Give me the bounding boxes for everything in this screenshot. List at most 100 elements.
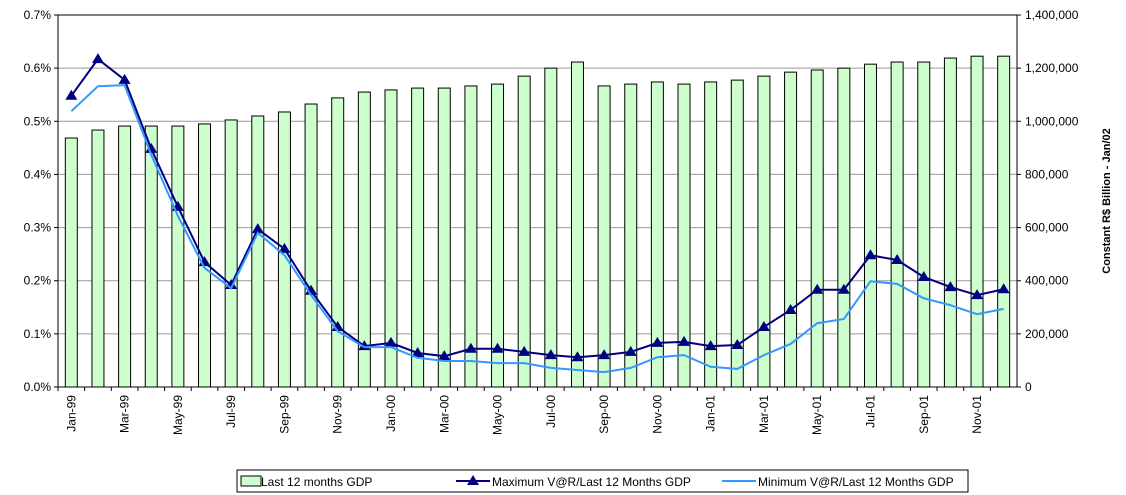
bar: [624, 83, 638, 388]
marker: [784, 303, 797, 314]
line: [70, 84, 1004, 374]
marker: [251, 223, 264, 234]
marker: [491, 342, 504, 353]
x-tick-label: Mar-01: [757, 395, 771, 433]
marker: [971, 289, 984, 300]
marker: [917, 270, 930, 281]
x-tick-label: Jul-01: [863, 395, 877, 428]
marker: [944, 281, 957, 292]
y2-tick-label: 1,200,000: [1025, 61, 1079, 75]
legend-box: [236, 469, 969, 493]
y2-tick-label: 400,000: [1025, 274, 1069, 288]
x-tick-label: Jan-00: [384, 395, 398, 432]
marker: [145, 142, 158, 153]
marker: [864, 249, 877, 260]
marker: [384, 336, 397, 347]
bar: [331, 97, 345, 388]
bar: [917, 61, 931, 388]
x-tick-label: May-01: [810, 395, 824, 435]
marker: [278, 242, 291, 253]
bar: [224, 119, 238, 388]
marker: [837, 283, 850, 294]
x-tick-label: Nov-99: [331, 395, 345, 434]
marker: [438, 350, 451, 361]
bar: [650, 81, 664, 388]
bar: [757, 75, 771, 388]
bar: [251, 115, 265, 388]
marker: [811, 283, 824, 294]
marker: [678, 335, 691, 346]
y2-tick-label: 800,000: [1025, 167, 1069, 181]
marker: [544, 349, 557, 360]
y-tick-label: 0.3%: [24, 221, 52, 235]
y-tick-label: 0.4%: [24, 167, 52, 181]
marker: [731, 339, 744, 350]
marker: [704, 340, 717, 351]
bar: [837, 67, 851, 388]
marker: [571, 351, 584, 362]
y-tick-label: 0.5%: [24, 114, 52, 128]
marker: [411, 346, 424, 357]
y-tick-label: 0.2%: [24, 274, 52, 288]
bar: [597, 85, 611, 388]
bar: [704, 81, 718, 388]
bar: [784, 71, 798, 388]
x-tick-label: Mar-99: [118, 395, 132, 433]
bar: [890, 61, 904, 388]
marker: [598, 349, 611, 360]
marker: [518, 345, 531, 356]
marker: [118, 73, 131, 84]
bar: [517, 75, 531, 388]
line: [70, 57, 1004, 359]
bar: [144, 125, 158, 388]
marker: [757, 320, 770, 331]
marker: [891, 253, 904, 264]
bar: [464, 85, 478, 388]
marker: [997, 283, 1010, 294]
bar: [970, 55, 984, 388]
y2-tick-label: 0: [1025, 380, 1032, 394]
bar: [384, 89, 398, 388]
bar: [810, 69, 824, 388]
marker: [624, 345, 637, 356]
bar: [943, 57, 957, 388]
bar: [730, 79, 744, 388]
bar: [304, 103, 318, 388]
y-tick-label: 0.1%: [24, 327, 52, 341]
x-tick-label: May-99: [171, 395, 185, 435]
bar: [863, 63, 877, 388]
bar: [677, 83, 691, 388]
x-tick-label: Sep-01: [917, 395, 931, 434]
legend-label: Maximum V@R/Last 12 Months GDP: [492, 475, 691, 489]
x-tick-label: Jan-01: [704, 395, 718, 432]
x-tick-label: Sep-99: [277, 395, 291, 434]
y2-tick-label: 1,400,000: [1025, 8, 1079, 22]
y2-tick-label: 200,000: [1025, 327, 1069, 341]
bar: [997, 55, 1011, 388]
y2-axis-label: Constant R$ Billion - Jan/02: [1101, 128, 1113, 273]
x-tick-label: Jul-99: [224, 395, 238, 428]
x-tick-label: Nov-01: [970, 395, 984, 434]
bar: [91, 129, 105, 388]
x-tick-label: Mar-00: [437, 395, 451, 433]
y2-tick-label: 600,000: [1025, 221, 1069, 235]
bar: [64, 137, 78, 388]
legend-label: Minimum V@R/Last 12 Months GDP: [758, 475, 954, 489]
legend-swatch: [240, 475, 262, 487]
x-tick-label: May-00: [491, 395, 505, 435]
legend-marker: [467, 475, 479, 485]
x-tick-label: Jul-00: [544, 395, 558, 428]
bar: [118, 125, 132, 388]
x-tick-label: Jan-99: [64, 395, 78, 432]
bar: [411, 87, 425, 388]
x-tick-label: Sep-00: [597, 395, 611, 434]
bar: [357, 91, 371, 388]
marker: [65, 89, 78, 100]
bar: [544, 67, 558, 388]
bar: [491, 83, 505, 388]
bar: [570, 61, 584, 388]
legend-label: Last 12 months GDP: [261, 475, 372, 489]
y-tick-label: 0.7%: [24, 8, 52, 22]
y-tick-label: 0.6%: [24, 61, 52, 75]
marker: [651, 336, 664, 347]
